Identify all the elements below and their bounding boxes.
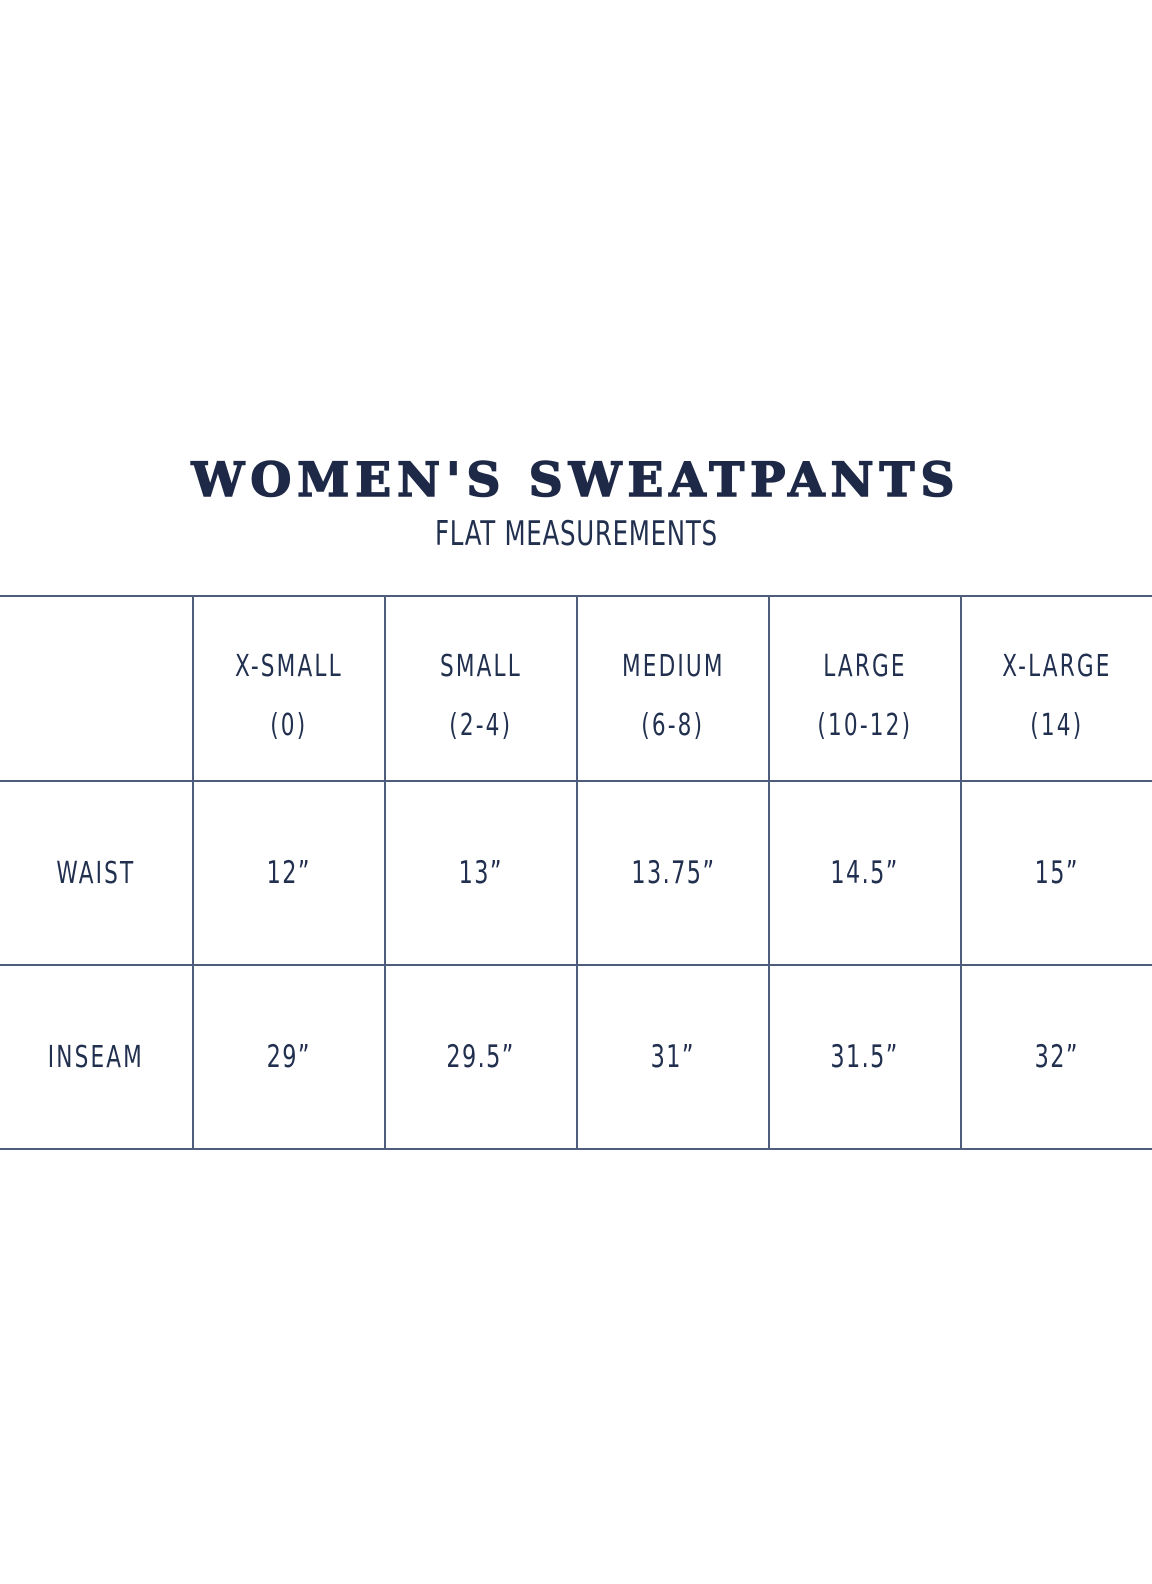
measurement-value: 31.5” [830, 1039, 900, 1075]
inseam-small-value: 29.5” [384, 964, 576, 1148]
waist-small-value: 13” [384, 780, 576, 964]
measurement-value: 31” [650, 1039, 696, 1075]
header-cell-large: LARGE (10-12) [768, 597, 960, 780]
waist-medium-value: 13.75” [576, 780, 768, 964]
header-cell-empty [0, 597, 192, 780]
waist-x-small-value: 12” [192, 780, 384, 964]
header-cell-x-small: X-SMALL (0) [192, 597, 384, 780]
measurement-value: 13” [458, 855, 504, 891]
measurement-value: 15” [1034, 855, 1080, 891]
size-range: (10-12) [817, 707, 913, 743]
size-name: MEDIUM [621, 648, 725, 684]
measurement-value: 14.5” [830, 855, 900, 891]
row-label-inseam: INSEAM [0, 964, 192, 1148]
size-name: X-LARGE [1002, 648, 1112, 684]
measurement-value: 13.75” [630, 855, 716, 891]
measurement-value: 29.5” [446, 1039, 516, 1075]
size-range: (0) [270, 707, 308, 743]
inseam-large-value: 31.5” [768, 964, 960, 1148]
inseam-medium-value: 31” [576, 964, 768, 1148]
size-range: (2-4) [449, 707, 513, 743]
header-cell-small: SMALL (2-4) [384, 597, 576, 780]
header-cell-medium: MEDIUM (6-8) [576, 597, 768, 780]
page-subtitle: FLAT MEASUREMENTS [0, 514, 1152, 554]
size-name: X-SMALL [235, 648, 343, 684]
waist-x-large-value: 15” [960, 780, 1152, 964]
row-label-waist: WAIST [0, 780, 192, 964]
inseam-x-small-value: 29” [192, 964, 384, 1148]
size-table: X-SMALL (0) SMALL (2-4) MEDIUM (6-8) LAR… [0, 595, 1152, 1150]
measurement-value: 32” [1034, 1039, 1080, 1075]
page-subtitle-text: FLAT MEASUREMENTS [434, 514, 718, 554]
inseam-x-large-value: 32” [960, 964, 1152, 1148]
page-title: WOMEN'S SWEATPANTS [191, 453, 961, 508]
waist-large-value: 14.5” [768, 780, 960, 964]
size-name: LARGE [823, 648, 907, 684]
row-label-text: WAIST [56, 855, 136, 891]
row-label-text: INSEAM [47, 1039, 145, 1075]
size-range: (6-8) [641, 707, 705, 743]
size-range: (14) [1030, 707, 1084, 743]
size-name: SMALL [439, 648, 522, 684]
measurement-value: 12” [266, 855, 312, 891]
measurement-value: 29” [266, 1039, 312, 1075]
header-cell-x-large: X-LARGE (14) [960, 597, 1152, 780]
